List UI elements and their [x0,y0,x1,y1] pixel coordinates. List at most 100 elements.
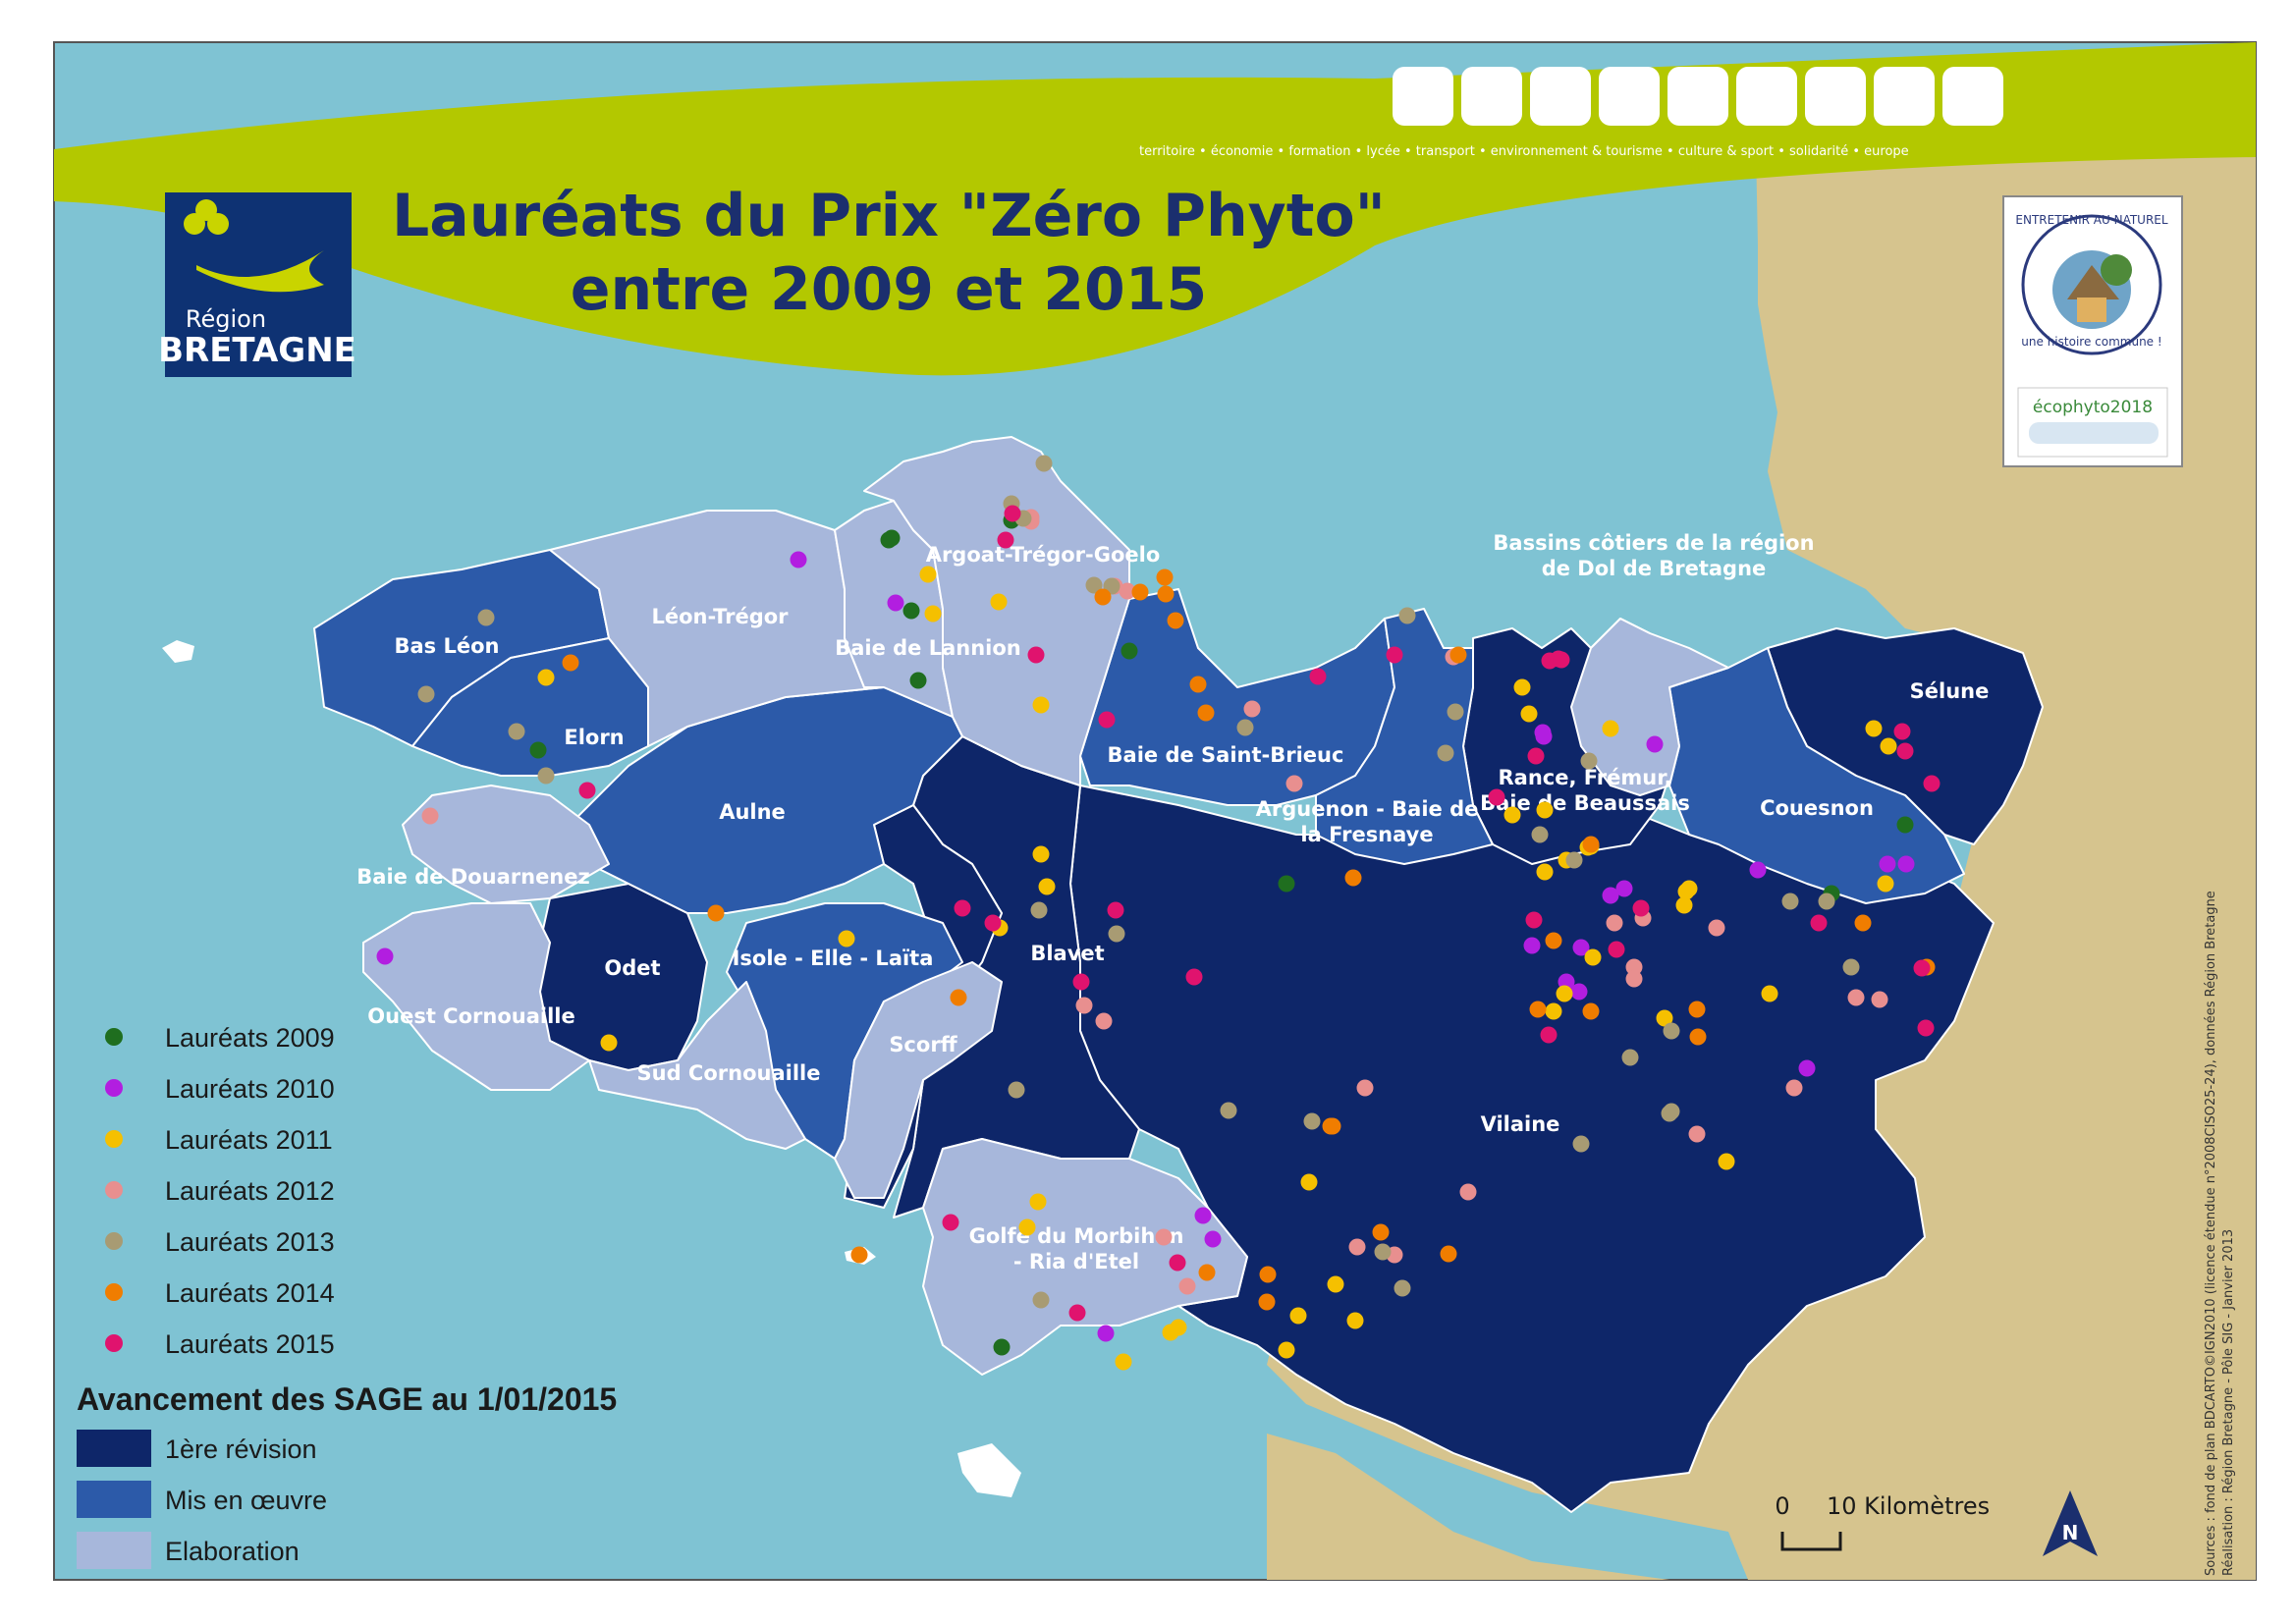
nav-box[interactable] [1736,67,1797,126]
laureate-point-2012[interactable] [1356,1079,1374,1097]
laureate-point-2012[interactable] [1871,991,1888,1008]
laureate-point-2014[interactable] [1582,836,1600,853]
laureate-point-2015[interactable] [1027,646,1045,664]
laureate-point-2013[interactable] [1085,576,1103,594]
laureate-point-2013[interactable] [1572,1135,1590,1153]
laureate-point-2011[interactable] [1300,1173,1318,1191]
laureate-point-2011[interactable] [1115,1353,1132,1371]
laureate-point-2012[interactable] [1155,1228,1173,1246]
laureate-point-2010[interactable] [887,594,904,612]
laureate-point-2015[interactable] [1488,788,1505,806]
laureate-point-2015[interactable] [1540,1026,1558,1044]
laureate-point-2011[interactable] [600,1034,618,1052]
laureate-point-2011[interactable] [1032,696,1050,714]
laureate-point-2011[interactable] [1877,875,1894,893]
laureate-point-2013[interactable] [1818,893,1835,910]
laureate-point-2009[interactable] [909,672,927,689]
laureate-point-2011[interactable] [1545,1002,1562,1020]
laureate-point-2011[interactable] [1346,1312,1364,1329]
laureate-point-2014[interactable] [1440,1245,1457,1263]
laureate-point-2013[interactable] [1220,1102,1237,1119]
laureate-point-2015[interactable] [942,1214,959,1231]
laureate-point-2012[interactable] [1625,970,1643,988]
laureate-point-2014[interactable] [1545,932,1562,949]
laureate-point-2013[interactable] [1008,1081,1025,1099]
laureate-point-2014[interactable] [1582,1002,1600,1020]
laureate-point-2010[interactable] [1602,887,1619,904]
laureate-point-2011[interactable] [1656,1009,1673,1027]
laureate-point-2013[interactable] [1663,1022,1680,1040]
laureate-point-2013[interactable] [1781,893,1799,910]
laureate-point-2015[interactable] [954,899,971,917]
laureate-point-2011[interactable] [1865,720,1883,737]
laureate-point-2015[interactable] [1185,968,1203,986]
laureate-point-2011[interactable] [1675,896,1693,914]
laureate-point-2014[interactable] [850,1246,868,1264]
laureate-point-2011[interactable] [1018,1218,1036,1236]
laureate-point-2015[interactable] [1098,711,1116,729]
laureate-point-2014[interactable] [1094,588,1112,606]
laureate-point-2011[interactable] [1327,1275,1344,1293]
laureate-point-2013[interactable] [1663,1103,1680,1120]
laureate-point-2014[interactable] [1344,869,1362,887]
laureate-point-2014[interactable] [562,654,579,672]
laureate-point-2015[interactable] [1527,747,1545,765]
laureate-point-2010[interactable] [1646,735,1664,753]
laureate-point-2011[interactable] [919,566,937,583]
laureate-point-2011[interactable] [1032,845,1050,863]
laureate-point-2014[interactable] [1854,914,1872,932]
laureate-point-2013[interactable] [1398,607,1416,624]
nav-box[interactable] [1805,67,1866,126]
nav-box[interactable] [1874,67,1935,126]
laureate-point-2015[interactable] [1913,959,1931,977]
laureate-point-2012[interactable] [1708,919,1725,937]
laureate-point-2013[interactable] [1032,1291,1050,1309]
laureate-point-2011[interactable] [537,669,555,686]
laureate-point-2011[interactable] [1880,737,1897,755]
laureate-point-2015[interactable] [1810,914,1828,932]
laureate-point-2013[interactable] [1236,719,1254,736]
laureate-point-2010[interactable] [1204,1230,1222,1248]
laureate-point-2011[interactable] [1170,1319,1187,1336]
laureate-point-2013[interactable] [1447,703,1464,721]
laureate-point-2014[interactable] [1189,676,1207,693]
laureate-point-2015[interactable] [1004,505,1021,522]
laureate-point-2011[interactable] [1513,678,1531,696]
nav-box[interactable] [1599,67,1660,126]
laureate-point-2011[interactable] [1536,863,1554,881]
laureate-point-2010[interactable] [1572,939,1590,956]
laureate-point-2014[interactable] [1259,1266,1277,1283]
laureate-point-2009[interactable] [883,529,901,547]
laureate-point-2014[interactable] [950,989,967,1006]
laureate-point-2010[interactable] [1097,1325,1115,1342]
laureate-point-2012[interactable] [1625,958,1643,976]
laureate-point-2010[interactable] [1535,728,1553,745]
laureate-point-2011[interactable] [1761,985,1778,1002]
laureate-point-2012[interactable] [421,807,439,825]
laureate-point-2015[interactable] [578,782,596,799]
laureate-point-2015[interactable] [984,914,1002,932]
laureate-point-2015[interactable] [1632,899,1650,917]
laureate-point-2014[interactable] [707,904,725,922]
laureate-point-2014[interactable] [1198,1264,1216,1281]
laureate-point-2011[interactable] [838,930,855,947]
laureate-point-2011[interactable] [1038,878,1056,895]
laureate-point-2015[interactable] [1386,646,1403,664]
laureate-point-2011[interactable] [1278,1341,1295,1359]
laureate-point-2014[interactable] [1529,1001,1547,1018]
laureate-point-2011[interactable] [924,605,942,623]
laureate-point-2009[interactable] [1121,642,1138,660]
laureate-point-2013[interactable] [1842,958,1860,976]
laureate-point-2011[interactable] [1536,801,1554,819]
laureate-point-2014[interactable] [1449,646,1467,664]
laureate-point-2011[interactable] [990,593,1008,611]
laureate-point-2011[interactable] [1503,806,1521,824]
laureate-point-2011[interactable] [1718,1153,1735,1170]
laureate-point-2015[interactable] [1309,668,1327,685]
laureate-point-2010[interactable] [1897,855,1915,873]
laureate-point-2013[interactable] [1621,1049,1639,1066]
laureate-point-2014[interactable] [1156,568,1174,586]
laureate-point-2015[interactable] [997,531,1014,549]
laureate-point-2015[interactable] [1169,1254,1186,1272]
laureate-point-2013[interactable] [1374,1243,1392,1261]
